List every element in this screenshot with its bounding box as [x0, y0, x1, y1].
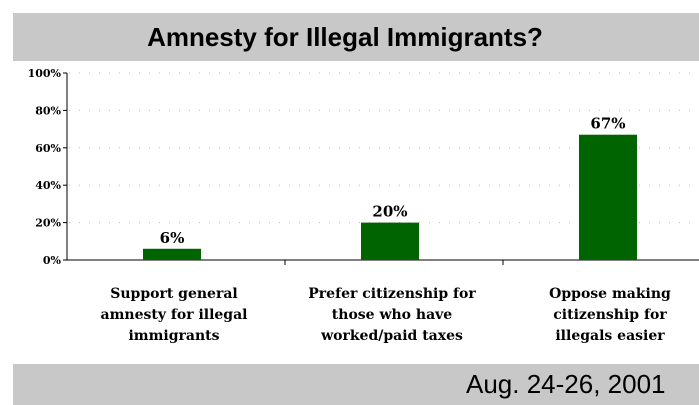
y-tick-label: 60%	[35, 142, 61, 155]
category-label: citizenship for	[553, 307, 667, 323]
y-axis-tick-labels: 0% 20% 40% 60% 80% 100%	[28, 67, 62, 267]
category-label: worked/paid taxes	[320, 328, 463, 344]
survey-date: Aug. 24-26, 2001	[466, 369, 666, 399]
y-tick-label: 20%	[35, 217, 61, 230]
category-label: illegals easier	[555, 328, 665, 344]
data-label: 20%	[372, 203, 407, 221]
category-label: Prefer citizenship for	[308, 286, 476, 302]
data-label: 67%	[590, 115, 625, 133]
bar	[579, 134, 637, 260]
chart-title: Amnesty for Illegal Immigrants?	[147, 22, 543, 52]
category-labels: Support general amnesty for illegal immigr…	[101, 286, 672, 344]
footer-banner: Aug. 24-26, 2001	[13, 364, 699, 405]
category-label: amnesty for illegal	[101, 307, 248, 323]
bar	[143, 248, 201, 260]
data-label: 6%	[160, 229, 185, 247]
y-tick-label: 0%	[43, 254, 62, 267]
y-tick-label: 80%	[35, 104, 61, 117]
category-label: immigrants	[128, 328, 219, 344]
bar	[361, 222, 419, 260]
title-banner: Amnesty for Illegal Immigrants?	[13, 13, 699, 61]
bar-chart: 0% 20% 40% 60% 80% 100% 6% 20% 67% Support gene…	[28, 67, 699, 344]
category-label: those who have	[332, 307, 452, 323]
category-label: Support general	[110, 286, 237, 302]
data-labels: 6% 20% 67%	[160, 115, 626, 247]
y-tick-label: 40%	[35, 179, 61, 192]
category-label: Oppose making	[549, 286, 671, 302]
bars	[143, 134, 637, 260]
y-tick-label: 100%	[28, 67, 62, 80]
